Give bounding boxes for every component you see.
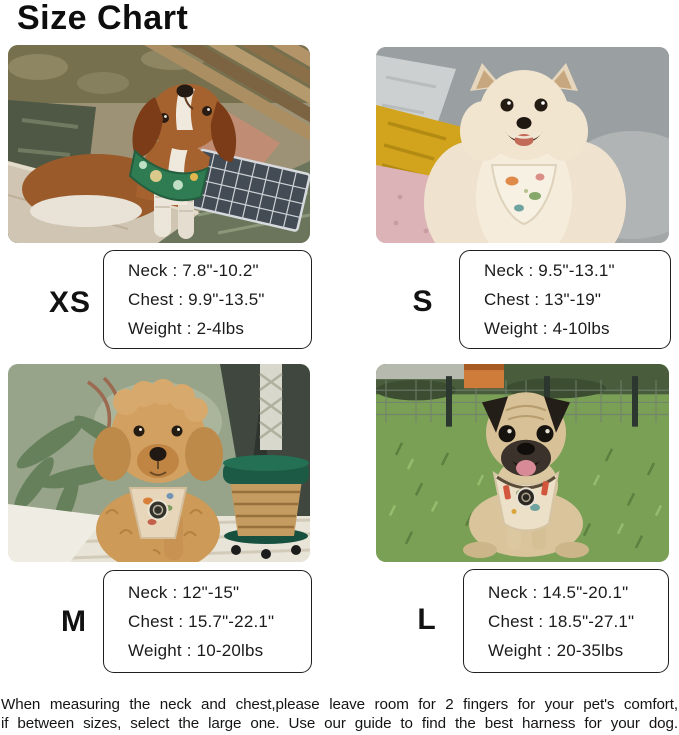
s-weight-spec: Weight : 4-10lbs	[484, 319, 610, 338]
photo-l-pug	[376, 364, 669, 562]
spec-box-l: Neck : 14.5"-20.1" Chest : 18.5"-27.1" W…	[463, 569, 669, 673]
m-neck-spec: Neck : 12"-15"	[128, 583, 240, 602]
photo-xs-dachshund	[8, 45, 310, 243]
measuring-note-line1: When measuring the neck and chest,please…	[1, 696, 678, 713]
m-weight-spec: Weight : 10-20lbs	[128, 641, 264, 660]
size-label-s: S	[412, 285, 434, 318]
dachshund-illustration	[8, 45, 310, 243]
s-neck-spec: Neck : 9.5"-13.1"	[484, 261, 615, 280]
measuring-note: When measuring the neck and chest,please…	[1, 696, 678, 733]
size-label-l: L	[417, 603, 437, 636]
l-chest-spec: Chest : 18.5"-27.1"	[488, 611, 635, 631]
xs-neck-spec: Neck : 7.8"-10.2"	[128, 261, 259, 280]
page-title: Size Chart	[17, 0, 189, 37]
goldendoodle-illustration	[8, 364, 310, 562]
size-label-m: M	[61, 605, 87, 638]
l-weight-spec: Weight : 20-35lbs	[488, 640, 624, 660]
xs-weight-spec: Weight : 2-4lbs	[128, 319, 245, 338]
photo-m-goldendoodle	[8, 364, 310, 562]
pomeranian-illustration	[376, 47, 669, 243]
m-chest-spec: Chest : 15.7"-22.1"	[128, 612, 275, 631]
s-chest-spec: Chest : 13"-19"	[484, 290, 602, 309]
spec-box-s: Neck : 9.5"-13.1" Chest : 13"-19" Weight…	[459, 250, 671, 349]
photo-s-pomeranian	[376, 47, 669, 243]
xs-chest-spec: Chest : 9.9"-13.5"	[128, 290, 265, 309]
spec-box-m: Neck : 12"-15" Chest : 15.7"-22.1" Weigh…	[103, 570, 312, 673]
size-label-xs: XS	[48, 286, 92, 319]
l-neck-spec: Neck : 14.5"-20.1"	[488, 582, 629, 602]
measuring-note-line2: if between sizes, select the large one. …	[1, 714, 678, 732]
spec-box-xs: Neck : 7.8"-10.2" Chest : 9.9"-13.5" Wei…	[103, 250, 312, 349]
pug-illustration	[376, 364, 669, 562]
